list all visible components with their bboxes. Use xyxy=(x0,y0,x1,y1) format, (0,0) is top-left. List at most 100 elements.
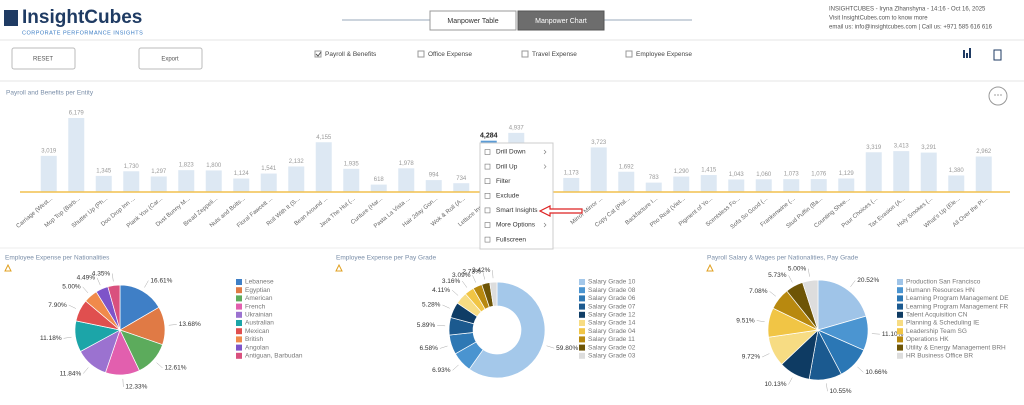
menu-icon[interactable] xyxy=(484,163,491,170)
filter-label[interactable]: Office Expense xyxy=(428,51,472,58)
chart-icon[interactable] xyxy=(969,48,971,58)
red-arrow xyxy=(538,205,583,217)
filter-label[interactable]: Payroll & Benefits xyxy=(325,51,377,58)
slice-label: 7.90% xyxy=(48,302,67,309)
leader-line xyxy=(762,353,770,358)
legend-swatch xyxy=(897,328,903,335)
menu-item[interactable]: More Options xyxy=(496,222,536,229)
legend-swatch xyxy=(579,279,585,285)
leader-line xyxy=(451,290,459,296)
leader-line xyxy=(68,304,77,309)
legend-swatch xyxy=(236,279,242,285)
legend-label: Salary Grade 03 xyxy=(588,353,636,360)
menu-icon[interactable] xyxy=(484,207,491,214)
menu-item[interactable]: Fullscreen xyxy=(496,236,526,243)
submenu-arrow[interactable] xyxy=(543,222,547,228)
bar-value-label: 1,124 xyxy=(234,171,250,177)
leader-line xyxy=(788,377,793,385)
export-label[interactable]: Export xyxy=(161,57,179,63)
bar xyxy=(288,166,305,192)
slice xyxy=(107,284,121,331)
more-dots[interactable]: ⋯ xyxy=(994,89,1003,99)
tagline: CORPORATE PERFORMANCE INSIGHTS xyxy=(22,30,143,36)
menu-icon[interactable] xyxy=(484,236,491,243)
slice-label: 6.93% xyxy=(432,367,451,374)
bar-value-label: 1,297 xyxy=(151,169,167,175)
export-button[interactable] xyxy=(138,47,203,70)
legend-label: Lebanese xyxy=(245,279,274,286)
chart-icon[interactable] xyxy=(963,50,965,58)
slice-label: 11.18% xyxy=(40,335,62,342)
tab-label[interactable]: Manpower Chart xyxy=(535,18,587,25)
bar xyxy=(975,156,992,192)
legend-label: Salary Grade 11 xyxy=(588,336,635,343)
legend-label: Production San Francisco xyxy=(906,279,981,286)
slice xyxy=(802,279,819,331)
slice-label: 9.51% xyxy=(736,317,755,324)
menu-item[interactable]: Drill Down xyxy=(496,149,526,156)
menu-item[interactable]: Drill Up xyxy=(496,163,518,170)
tab[interactable] xyxy=(429,10,517,31)
legend-label: Humann Resources HN xyxy=(906,287,975,294)
legend-swatch xyxy=(236,303,242,310)
submenu-arrow[interactable] xyxy=(543,149,547,155)
bar xyxy=(178,170,195,192)
legend-swatch xyxy=(236,295,242,302)
reset-label[interactable]: RESET xyxy=(33,57,53,63)
tab-label[interactable]: Manpower Table xyxy=(447,18,498,25)
filter-label[interactable]: Employee Expense xyxy=(636,51,692,58)
bar xyxy=(260,173,277,192)
menu-item[interactable]: Filter xyxy=(496,178,511,185)
slice-label: 10.66% xyxy=(865,369,887,376)
filter-label[interactable]: Travel Expense xyxy=(532,51,577,58)
bar xyxy=(618,171,635,192)
copy-icon[interactable] xyxy=(993,49,1002,61)
bar xyxy=(370,184,387,192)
bar-value-label: 3,723 xyxy=(591,140,607,146)
menu-item[interactable]: Smart Insights xyxy=(496,207,538,214)
slice-label: 4.11% xyxy=(432,287,450,294)
bar xyxy=(673,176,690,192)
bar xyxy=(453,183,470,192)
bar-value-label: 2,132 xyxy=(289,159,305,165)
menu-icon[interactable] xyxy=(484,149,491,155)
bar-value-label: 4,155 xyxy=(316,135,332,141)
bar xyxy=(343,168,360,192)
chart-icon[interactable] xyxy=(966,53,968,58)
bar xyxy=(755,179,772,192)
header-info: email us: info@insightcubes.com | Call u… xyxy=(829,25,993,31)
slice-label: 2.42% xyxy=(472,267,491,274)
legend-label: Learning Program Management DE xyxy=(906,295,1009,302)
leader-line xyxy=(482,271,485,280)
leader-line xyxy=(144,280,149,288)
legend-swatch xyxy=(897,311,903,318)
legend-swatch xyxy=(897,287,903,294)
menu-icon[interactable] xyxy=(484,222,491,228)
checkbox[interactable] xyxy=(625,50,633,58)
check[interactable] xyxy=(315,51,322,57)
context-menu xyxy=(479,142,554,250)
bar xyxy=(205,170,222,192)
legend-swatch xyxy=(236,336,242,343)
legend-label: HR Business Office BR xyxy=(906,353,973,360)
slice xyxy=(489,281,498,307)
reset-button[interactable] xyxy=(11,47,76,70)
bar-value-label: 1,129 xyxy=(839,171,855,177)
menu-icon[interactable] xyxy=(484,178,491,184)
menu-item[interactable]: Exclude xyxy=(496,193,520,200)
legend-label: Egyptian xyxy=(245,287,271,294)
submenu-arrow[interactable] xyxy=(543,164,547,169)
header-info: Visit InsightCubes.com to know more xyxy=(829,16,928,22)
more-button[interactable] xyxy=(988,86,1008,106)
checkbox[interactable] xyxy=(314,50,322,58)
bar-value-label: 3,413 xyxy=(894,144,910,150)
leader-line xyxy=(462,280,468,288)
leader-line xyxy=(83,367,89,374)
checkbox[interactable] xyxy=(521,50,529,58)
legend-label: Planning & Scheduling IE xyxy=(906,320,980,327)
leader-line xyxy=(439,345,448,349)
tab-active[interactable] xyxy=(517,10,605,31)
menu-icon[interactable] xyxy=(484,193,491,199)
bar-value-label: 3,291 xyxy=(921,145,937,151)
checkbox[interactable] xyxy=(417,50,425,58)
